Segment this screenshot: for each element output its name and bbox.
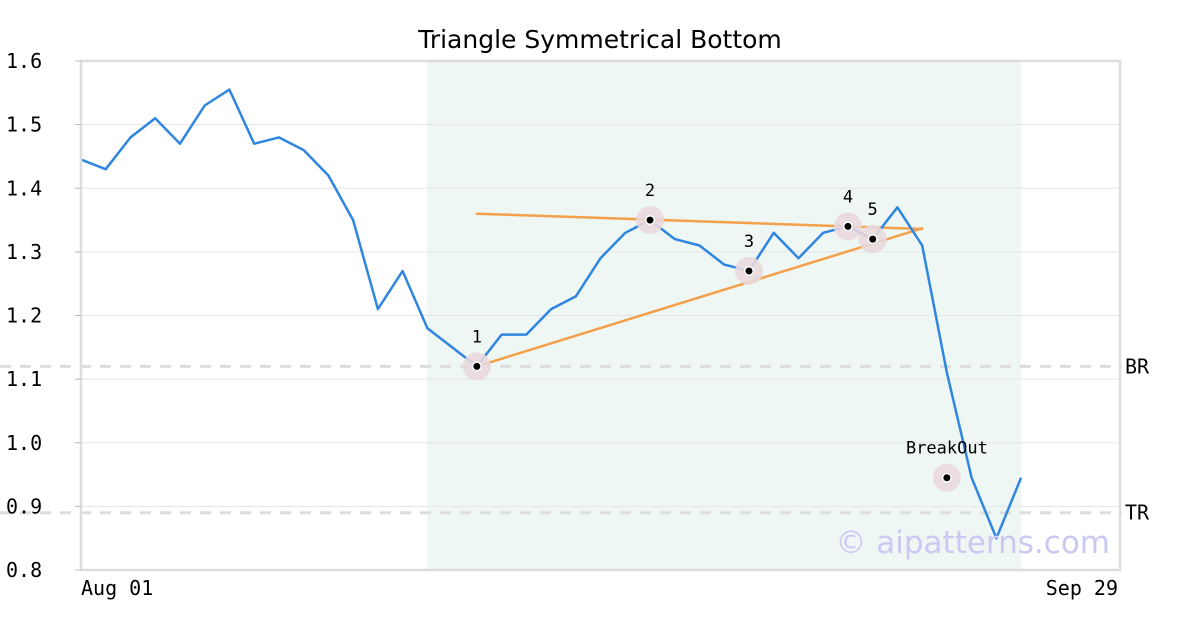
point-label: 1: [472, 327, 482, 347]
point-marker: [646, 216, 654, 224]
chart-title: Triangle Symmetrical Bottom: [417, 25, 782, 54]
point-label: 2: [645, 181, 655, 201]
trendline: [475, 227, 924, 368]
reference-lines-layer: BR TR: [0, 354, 1150, 525]
y-tick-label: 1.4: [6, 176, 42, 200]
points-layer: 1 2 3 45 BreakOut: [462, 181, 988, 492]
reference-line-label: BR: [1125, 354, 1150, 378]
x-tick-label: Sep 29: [1046, 576, 1118, 600]
grid-layer: [81, 124, 1120, 507]
point-label: BreakOut: [906, 439, 988, 459]
point-label: 4: [843, 187, 853, 207]
x-tick-label: Aug 01: [81, 576, 153, 600]
y-tick-label: 1.2: [6, 304, 42, 328]
reference-line-label: TR: [1125, 501, 1150, 525]
point-marker: [745, 267, 753, 275]
watermark: © aipatterns.com: [835, 525, 1110, 561]
y-tick-label: 1.3: [6, 240, 42, 264]
y-tick-label: 1.5: [6, 113, 42, 137]
y-tick-label: 0.8: [6, 558, 42, 582]
point-marker: [844, 222, 852, 230]
y-tick-label: 0.9: [6, 494, 42, 518]
y-tick-label: 1.0: [6, 431, 42, 455]
point-label: 5: [868, 200, 878, 220]
point-marker: [943, 474, 951, 482]
point-label: 3: [744, 232, 754, 252]
point-marker: [869, 235, 877, 243]
point-marker: [473, 362, 481, 370]
y-tick-label: 1.6: [6, 49, 42, 73]
y-tick-label: 1.1: [6, 367, 42, 391]
axes-layer: 0.8 0.9 1.0 1.1 1.2 1.3 1.4 1.5 1.6 Aug 01 Sep 29: [6, 49, 1122, 600]
